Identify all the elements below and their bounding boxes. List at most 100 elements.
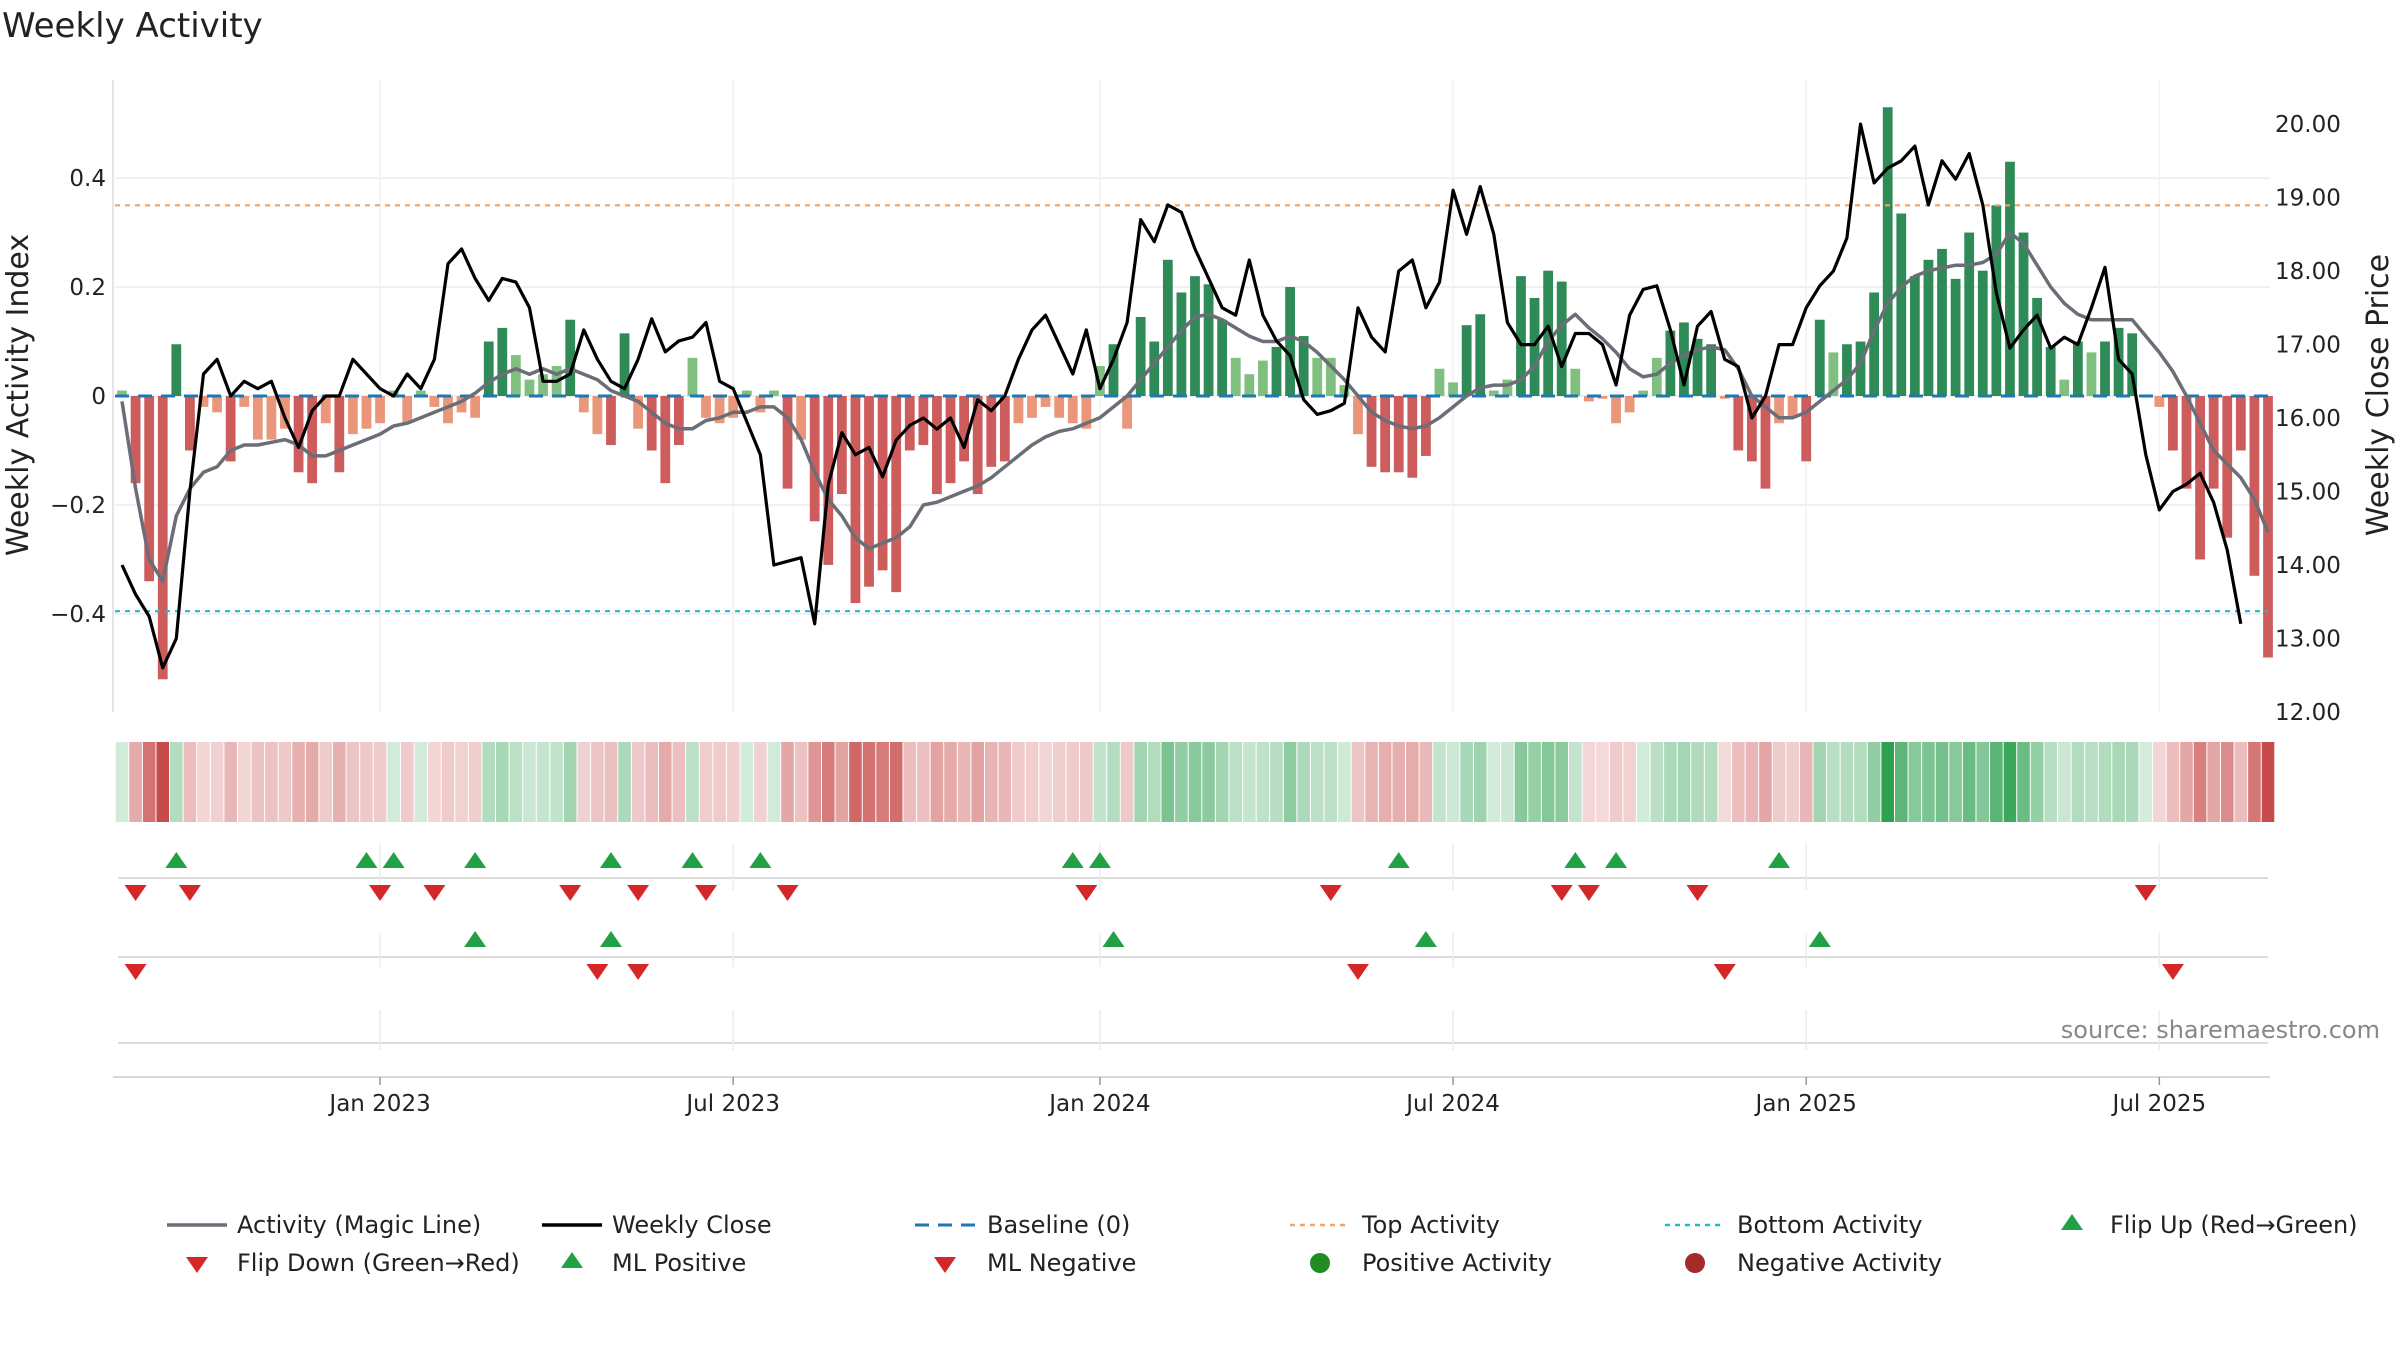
activity-bar bbox=[1258, 360, 1268, 396]
flip-down-marker bbox=[1686, 885, 1709, 901]
legend-label-ml-positive: ML Positive bbox=[612, 1249, 746, 1277]
activity-bar bbox=[1176, 292, 1187, 396]
activity-bar bbox=[470, 396, 481, 418]
activity-bar bbox=[1325, 357, 1336, 396]
heat-cell bbox=[1582, 742, 1596, 822]
heat-cell bbox=[1840, 742, 1854, 822]
heat-cell bbox=[903, 742, 917, 822]
chart-title: Weekly Activity bbox=[2, 6, 263, 46]
legend-label-flip-down: Flip Down (Green→Red) bbox=[237, 1249, 520, 1277]
activity-bar bbox=[2032, 297, 2042, 396]
heat-cell bbox=[2098, 742, 2112, 822]
flip-up-marker bbox=[1088, 852, 1111, 868]
heat-cell bbox=[210, 742, 224, 822]
activity-bar bbox=[2249, 396, 2260, 576]
heat-cell bbox=[754, 742, 767, 822]
y-tick-label: 0.2 bbox=[69, 275, 106, 301]
heat-cell bbox=[523, 742, 536, 822]
activity-bar bbox=[443, 396, 453, 424]
activity-bar bbox=[1027, 396, 1037, 418]
activity-bar bbox=[1461, 325, 1472, 396]
heat-cell bbox=[1433, 742, 1446, 822]
activity-bar bbox=[239, 396, 250, 407]
heat-cell bbox=[1039, 742, 1052, 822]
y2-tick-label: 15.00 bbox=[2275, 480, 2341, 506]
heat-cell bbox=[645, 742, 658, 822]
heat-cell bbox=[1202, 742, 1215, 822]
flip-up-marker bbox=[355, 852, 378, 868]
heat-cell bbox=[1514, 742, 1528, 822]
activity-bar bbox=[1298, 336, 1309, 396]
heat-cell bbox=[441, 742, 455, 822]
activity-bar bbox=[524, 379, 535, 396]
activity-bar bbox=[1353, 396, 1363, 435]
activity-bar bbox=[1611, 396, 1621, 424]
heat-cell bbox=[2248, 742, 2261, 822]
heat-cell bbox=[1623, 742, 1636, 822]
flip-up-marker bbox=[1061, 852, 1084, 868]
heat-cell bbox=[618, 742, 631, 822]
activity-bar bbox=[1108, 344, 1119, 396]
activity-bar bbox=[1339, 385, 1350, 396]
activity-bar bbox=[280, 396, 290, 429]
heat-cell bbox=[2112, 742, 2125, 822]
heat-cell bbox=[1365, 742, 1378, 822]
heat-cell bbox=[1120, 742, 1134, 822]
ml-positive-marker bbox=[1414, 931, 1437, 947]
activity-bar bbox=[1679, 322, 1689, 396]
activity-bar bbox=[755, 396, 766, 413]
flip-down-marker bbox=[423, 885, 446, 901]
activity-bar bbox=[1502, 379, 1513, 396]
heat-cell bbox=[2057, 742, 2071, 822]
heat-cell bbox=[224, 742, 237, 822]
legend-label-weekly-close: Weekly Close bbox=[612, 1211, 772, 1239]
heat-cell bbox=[1569, 742, 1582, 822]
heat-cell bbox=[251, 742, 265, 822]
activity-bar bbox=[252, 396, 263, 440]
activity-bar bbox=[741, 390, 752, 396]
y2-tick-label: 20.00 bbox=[2275, 112, 2341, 138]
activity-bar bbox=[972, 396, 983, 495]
heat-cell bbox=[1813, 742, 1827, 822]
activity-bar bbox=[1746, 396, 1757, 462]
activity-bar bbox=[891, 396, 902, 593]
heat-cell bbox=[1243, 742, 1256, 822]
activity-bar bbox=[633, 396, 644, 429]
heat-cell bbox=[1473, 742, 1487, 822]
x-tick-label: Jul 2024 bbox=[1404, 1091, 1500, 1117]
activity-bar bbox=[2208, 396, 2219, 489]
activity-bar bbox=[850, 396, 861, 604]
activity-bar bbox=[117, 390, 127, 396]
flip-up-marker bbox=[165, 852, 188, 868]
activity-bar bbox=[918, 396, 929, 446]
heat-cell bbox=[156, 742, 170, 822]
ml-negative-marker bbox=[1713, 964, 1736, 980]
heat-cell bbox=[1338, 742, 1351, 822]
activity-bar bbox=[1244, 374, 1255, 396]
heat-cell bbox=[889, 742, 903, 822]
source-credit: source: sharemaestro.com bbox=[2061, 1016, 2380, 1044]
heat-cell bbox=[237, 742, 251, 822]
heat-cell bbox=[333, 742, 346, 822]
activity-bar bbox=[185, 396, 195, 451]
heat-cell bbox=[319, 742, 333, 822]
heat-cell bbox=[1854, 742, 1867, 822]
heat-cell bbox=[455, 742, 468, 822]
activity-bar bbox=[171, 344, 182, 396]
heat-cell bbox=[1976, 742, 1990, 822]
heat-cell bbox=[1935, 742, 1949, 822]
legend-label-flip-up: Flip Up (Red→Green) bbox=[2110, 1211, 2358, 1239]
activity-bar bbox=[1366, 396, 1377, 467]
activity-bar bbox=[673, 396, 684, 446]
activity-bar bbox=[1624, 396, 1635, 413]
flip-down-marker bbox=[124, 885, 147, 901]
heat-cell bbox=[496, 742, 509, 822]
ml-negative-marker bbox=[1346, 964, 1369, 980]
heat-cell bbox=[1501, 742, 1514, 822]
heat-cell bbox=[1012, 742, 1025, 822]
activity-bar bbox=[1271, 346, 1282, 396]
flip-down-marker bbox=[1550, 885, 1573, 901]
flip-down-marker bbox=[627, 885, 650, 901]
heat-cell bbox=[930, 742, 944, 822]
ml-positive-marker bbox=[464, 931, 487, 947]
